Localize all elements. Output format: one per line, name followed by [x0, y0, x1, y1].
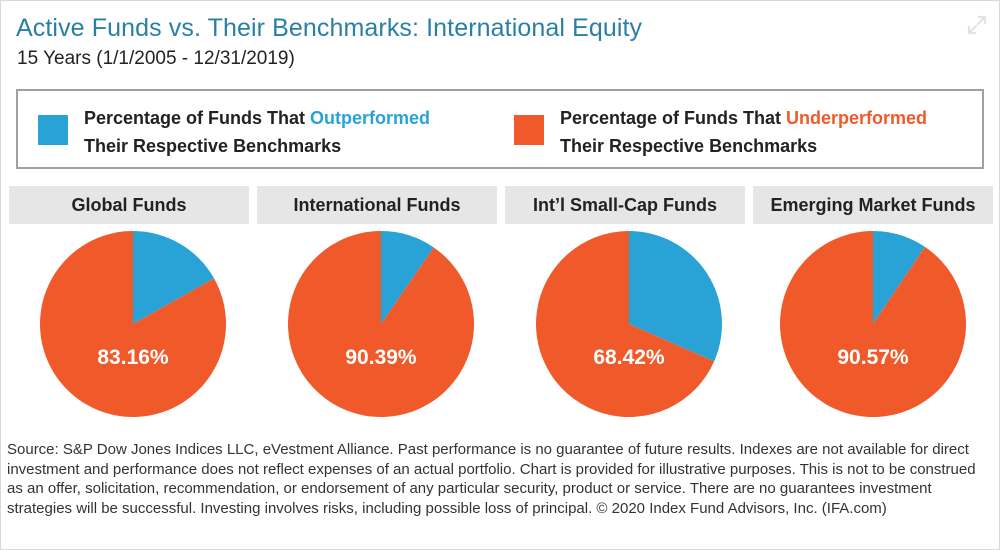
legend-label-underperformed: Percentage of Funds That Underperformed …	[560, 104, 990, 160]
data-label-small-cap: 68.42%	[593, 346, 665, 369]
legend-highlight-underperformed: Underperformed	[786, 108, 928, 128]
panel-title-international: International Funds	[257, 186, 497, 224]
data-label-international: 90.39%	[345, 346, 417, 369]
panel-title-small-cap: Int’l Small-Cap Funds	[505, 186, 745, 224]
expand-icon[interactable]	[966, 14, 988, 36]
pie-slice-underperformed-global	[39, 231, 226, 417]
legend-line2: Their Respective Benchmarks	[84, 136, 342, 156]
panel-title-global: Global Funds	[9, 186, 249, 224]
chart-title: Active Funds vs. Their Benchmarks: Inter…	[16, 14, 643, 42]
chart-subtitle: 15 Years (1/1/2005 - 12/31/2019)	[17, 48, 295, 69]
legend: Percentage of Funds That Outperformed Th…	[16, 89, 984, 169]
pie-charts: 83.16% 90.39% 68.42% 90.57%	[39, 231, 966, 418]
pie-slice-outperformed-international	[381, 231, 434, 324]
pie-slice-outperformed-small-cap	[629, 231, 722, 362]
legend-swatch-outperformed	[38, 115, 68, 145]
legend-label-outperformed: Percentage of Funds That Outperformed Th…	[84, 104, 514, 160]
legend-swatch-underperformed	[514, 115, 544, 145]
source-note: Source: S&P Dow Jones Indices LLC, eVest…	[7, 441, 976, 517]
panel-title-emerging: Emerging Market Funds	[753, 186, 993, 224]
legend-line2: Their Respective Benchmarks	[560, 136, 818, 156]
data-label-global: 83.16%	[97, 346, 169, 369]
pie-slice-underperformed-emerging	[779, 231, 966, 418]
data-label-emerging: 90.57%	[837, 346, 909, 369]
legend-prefix: Percentage of Funds That	[84, 108, 311, 128]
legend-highlight-outperformed: Outperformed	[310, 108, 431, 128]
pie-slice-underperformed-small-cap	[535, 231, 715, 417]
pie-slice-outperformed-global	[133, 231, 215, 324]
pie-slice-outperformed-emerging	[873, 231, 925, 324]
legend-prefix: Percentage of Funds That	[560, 108, 787, 128]
pie-slice-underperformed-international	[288, 231, 475, 417]
